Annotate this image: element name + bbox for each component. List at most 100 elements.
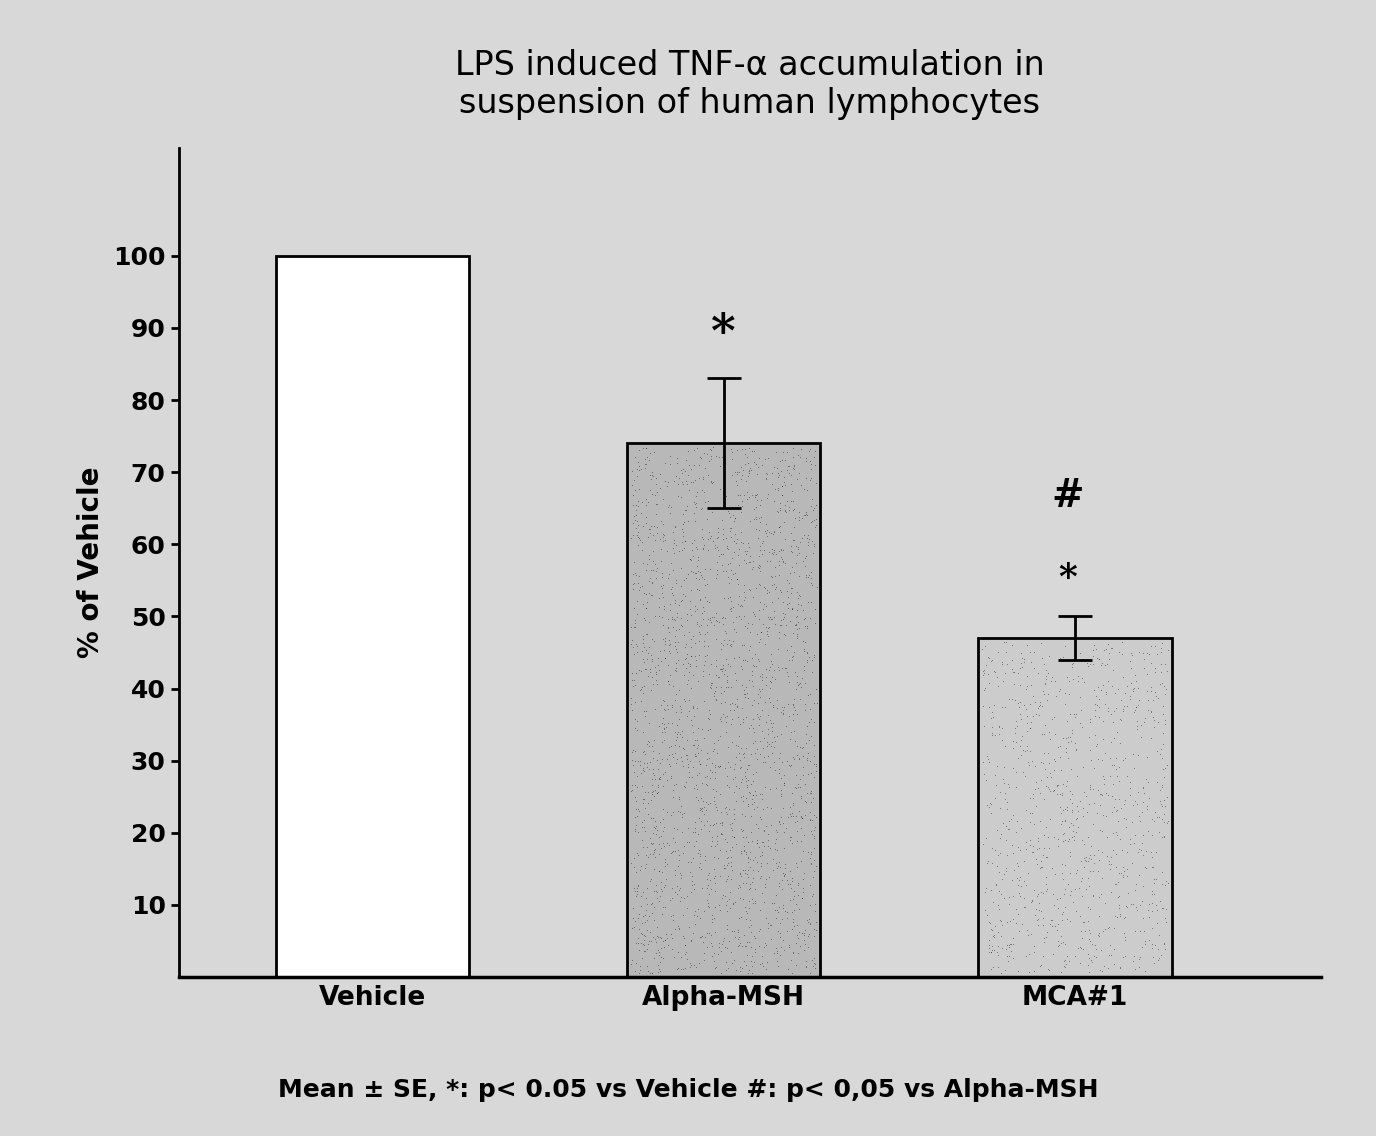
Point	[1060, 782, 1082, 800]
Point	[1015, 876, 1038, 894]
Point	[746, 492, 768, 510]
Point	[627, 877, 649, 895]
Point	[1057, 797, 1079, 816]
Point	[689, 591, 711, 609]
Point	[729, 958, 751, 976]
Point	[733, 607, 755, 625]
Point	[634, 454, 656, 473]
Point	[689, 500, 711, 518]
Point	[755, 853, 777, 871]
Point	[724, 893, 746, 911]
Point	[1099, 733, 1121, 751]
Point	[724, 462, 746, 481]
Point	[1087, 708, 1109, 726]
Point	[699, 473, 721, 491]
Point	[713, 860, 735, 878]
Point	[987, 677, 1009, 695]
Point	[1060, 912, 1082, 930]
Point	[753, 532, 775, 550]
Point	[742, 696, 764, 715]
Point	[703, 740, 725, 758]
Point	[793, 941, 815, 959]
Point	[738, 918, 760, 936]
Point	[691, 482, 713, 500]
Point	[1018, 643, 1040, 661]
Point	[705, 757, 727, 775]
Point	[1042, 917, 1064, 935]
Point	[716, 855, 738, 874]
Point	[666, 450, 688, 468]
Point	[706, 561, 728, 579]
Point	[685, 483, 707, 501]
Point	[751, 456, 773, 474]
Point	[1082, 815, 1104, 833]
Point	[652, 810, 674, 828]
Point	[638, 663, 660, 682]
Point	[769, 924, 791, 942]
Point	[729, 889, 751, 908]
Point	[988, 882, 1010, 900]
Point	[678, 954, 700, 972]
Point	[742, 442, 764, 460]
Point	[784, 934, 806, 952]
Point	[1051, 784, 1073, 802]
Point	[705, 499, 727, 517]
Point	[687, 844, 709, 862]
Point	[802, 807, 824, 825]
Point	[647, 889, 669, 908]
Point	[732, 842, 754, 860]
Point	[761, 576, 783, 594]
Point	[696, 623, 718, 641]
Point	[801, 496, 823, 515]
Point	[717, 590, 739, 608]
Point	[654, 632, 676, 650]
Point	[794, 935, 816, 953]
Point	[660, 929, 682, 947]
Point	[1087, 907, 1109, 925]
Point	[1106, 722, 1128, 741]
Point	[717, 674, 739, 692]
Point	[793, 526, 815, 544]
Point	[691, 500, 713, 518]
Point	[772, 705, 794, 724]
Point	[1014, 767, 1036, 785]
Point	[749, 520, 771, 538]
Point	[692, 816, 714, 834]
Point	[742, 790, 764, 808]
Point	[652, 834, 674, 852]
Point	[695, 793, 717, 811]
Point	[1077, 852, 1099, 870]
Point	[764, 670, 786, 688]
Point	[700, 674, 722, 692]
Point	[1150, 640, 1172, 658]
Point	[742, 772, 764, 791]
Point	[1115, 896, 1137, 914]
Point	[1050, 816, 1072, 834]
Point	[786, 553, 808, 571]
Point	[651, 691, 673, 709]
Point	[640, 517, 662, 535]
Point	[989, 885, 1011, 903]
Point	[1091, 869, 1113, 887]
Point	[753, 837, 775, 855]
Point	[797, 526, 819, 544]
Point	[1088, 691, 1110, 709]
Point	[736, 652, 758, 670]
Point	[685, 487, 707, 506]
Point	[732, 937, 754, 955]
Point	[676, 833, 698, 851]
Point	[754, 578, 776, 596]
Point	[720, 636, 742, 654]
Point	[625, 962, 647, 980]
Point	[732, 713, 754, 732]
Point	[1072, 941, 1094, 959]
Point	[1044, 726, 1066, 744]
Point	[757, 449, 779, 467]
Point	[755, 676, 777, 694]
Point	[702, 912, 724, 930]
Point	[1051, 649, 1073, 667]
Point	[1150, 663, 1172, 682]
Point	[716, 892, 738, 910]
Point	[746, 853, 768, 871]
Point	[721, 694, 743, 712]
